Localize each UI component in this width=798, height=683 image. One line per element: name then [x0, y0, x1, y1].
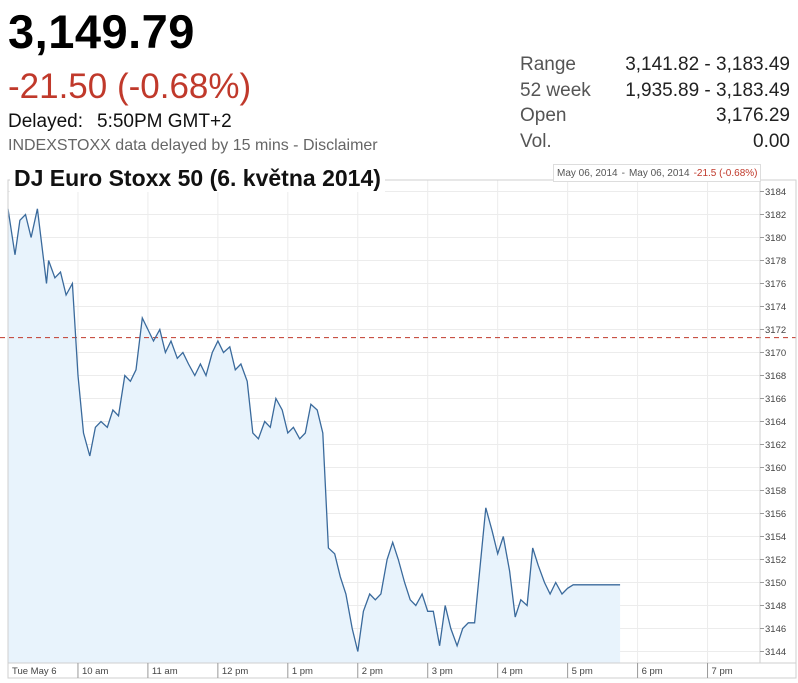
y-tick-label: 3170	[765, 348, 786, 359]
stat-row-52-week: 52 week 1,935.89 - 3,183.49	[520, 78, 792, 104]
y-tick-label: 3144	[765, 647, 786, 658]
stat-label: Range	[520, 54, 576, 75]
stat-value: 3,141.82 - 3,183.49	[625, 54, 790, 75]
disclaimer-link[interactable]: Disclaimer	[302, 137, 378, 154]
range-change: -21.5 (-0.68%)	[693, 167, 758, 179]
stats-panel: Range 3,141.82 - 3,183.49 52 week 1,935.…	[520, 52, 792, 154]
y-tick-label: 3166	[765, 394, 786, 405]
stat-row-open: Open 3,176.29	[520, 103, 792, 129]
x-tick-label: 6 pm	[642, 666, 663, 677]
y-tick-label: 3172	[765, 325, 786, 336]
price-change: -21.50 (-0.68%)	[8, 67, 252, 106]
stat-row-volume: Vol. 0.00	[520, 129, 792, 155]
x-tick-label: 1 pm	[292, 666, 313, 677]
stat-value: 3,176.29	[716, 105, 790, 126]
stat-row-range: Range 3,141.82 - 3,183.49	[520, 52, 792, 78]
y-tick-label: 3176	[765, 279, 786, 290]
x-axis: Tue May 6 10 am 11 am 12 pm 1 pm 2 pm 3 pm 4 pm…	[8, 662, 796, 678]
x-tick-label: 4 pm	[502, 666, 523, 677]
y-tick-label: 3160	[765, 463, 786, 474]
stat-value: 0.00	[753, 130, 790, 152]
y-tick-label: 3162	[765, 440, 786, 451]
data-disclaimer: INDEXSTOXX data delayed by 15 mins - Dis…	[8, 136, 378, 156]
price-area-fill	[8, 208, 621, 664]
y-axis: 3144 3146 3148 3150 3152 3154 3156 3158 3160 3162…	[759, 180, 786, 663]
y-tick-label: 3148	[765, 601, 786, 612]
stat-value: 1,935.89 - 3,183.49	[625, 79, 790, 101]
y-tick-label: 3146	[765, 624, 786, 635]
y-tick-label: 3156	[765, 509, 786, 520]
delayed-time: 5:50PM GMT+2	[97, 111, 232, 132]
stat-label: 52 week	[520, 79, 591, 101]
y-tick-label: 3152	[765, 555, 786, 566]
price-line	[7, 208, 621, 652]
y-tick-label: 3174	[765, 302, 786, 313]
disclaimer-text: INDEXSTOXX data delayed by 15 mins -	[8, 137, 303, 154]
y-tick-label: 3168	[765, 371, 786, 382]
x-tick-label: 10 am	[82, 666, 108, 677]
stat-label: Vol.	[520, 130, 552, 152]
y-tick-label: 3154	[765, 532, 786, 543]
stat-label: Open	[520, 105, 567, 126]
x-tick-label: 5 pm	[572, 666, 593, 677]
y-tick-label: 3164	[765, 417, 786, 428]
delay-info: Delayed: 5:50PM GMT+2	[8, 111, 232, 133]
x-tick-label: 2 pm	[362, 666, 383, 677]
x-tick-label: 7 pm	[712, 666, 733, 677]
x-tick-label: 3 pm	[432, 666, 453, 677]
date-range-box[interactable]: May 06, 2014- May 06, 2014 -21.5 (-0.68%)	[553, 164, 762, 182]
x-tick-label: Tue May 6	[12, 666, 57, 677]
range-to[interactable]: May 06, 2014	[628, 167, 690, 179]
chart-frame	[7, 179, 797, 679]
y-tick-label: 3180	[765, 233, 786, 244]
y-tick-label: 3184	[765, 187, 786, 198]
range-from[interactable]: May 06, 2014	[557, 167, 618, 179]
current-price: 3,149.79	[8, 5, 195, 58]
y-tick-label: 3182	[765, 210, 786, 221]
x-tick-label: 11 am	[152, 666, 178, 677]
y-tick-label: 3158	[765, 486, 786, 497]
delayed-label: Delayed:	[8, 111, 83, 132]
y-tick-label: 3150	[765, 578, 786, 589]
chart-title: DJ Euro Stoxx 50 (6. května 2014)	[10, 164, 385, 192]
y-tick-label: 3178	[765, 256, 786, 267]
range-separator: -	[621, 167, 625, 179]
x-tick-label: 12 pm	[222, 666, 248, 677]
